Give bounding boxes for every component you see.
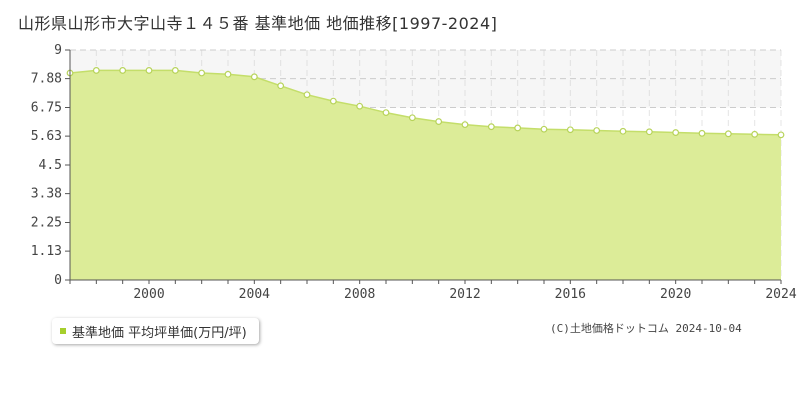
legend[interactable]: 基準地価 平均坪単価(万円/坪) [52, 318, 259, 344]
data-point [224, 70, 232, 78]
chart-title: 山形県山形市大字山寺１４５番 基準地価 地価推移[1997-2024] [18, 14, 498, 33]
data-point [777, 131, 785, 139]
x-tick-label: 2008 [344, 287, 375, 300]
data-point [461, 121, 469, 129]
data-point [277, 82, 285, 90]
x-tick-label: 2016 [555, 287, 586, 300]
data-point [540, 125, 548, 133]
series-area [70, 70, 781, 281]
data-point [751, 130, 759, 138]
x-tick-label: 2024 [765, 287, 796, 300]
data-point [250, 73, 258, 81]
data-point [645, 128, 653, 136]
data-point [408, 114, 416, 122]
data-point [303, 91, 311, 99]
y-tick-label: 1.13 [31, 244, 62, 259]
credit-text: (C)土地価格ドットコム 2024-10-04 [550, 322, 742, 335]
y-tick-label: 4.5 [39, 158, 62, 173]
chart-plot: 0 1.13 2.25 3.38 4.5 5.63 6.75 7.88 9 2000 2004 200… [31, 43, 797, 300]
y-tick-label: 6.75 [31, 101, 62, 116]
x-tick-label: 2004 [239, 287, 270, 300]
data-point [698, 129, 706, 137]
x-tick-label: 2012 [449, 287, 480, 300]
data-point [435, 118, 443, 125]
legend-label: 基準地価 平均坪単価(万円/坪) [72, 325, 247, 341]
data-point [672, 129, 680, 136]
data-point [92, 67, 100, 74]
data-point [619, 127, 627, 135]
y-tick-label: 9 [54, 43, 62, 58]
x-tick-label: 2000 [133, 287, 164, 300]
y-tick-label: 2.25 [31, 216, 62, 231]
data-point [724, 130, 732, 138]
data-point [119, 67, 127, 74]
y-tick-label: 0 [54, 273, 62, 288]
legend-swatch [60, 328, 66, 334]
y-tick-label: 3.38 [31, 187, 62, 202]
data-point [145, 67, 153, 74]
x-tick-label: 2020 [660, 287, 691, 300]
data-point [356, 102, 364, 110]
data-point [566, 126, 574, 134]
data-point [382, 109, 390, 117]
data-point [514, 124, 522, 132]
data-point [487, 123, 495, 131]
y-tick-label: 5.63 [31, 129, 62, 144]
data-point [593, 127, 601, 134]
data-point [329, 97, 337, 105]
series-line [69, 69, 782, 136]
data-point [198, 69, 206, 77]
data-point [171, 67, 179, 74]
y-tick-label: 7.88 [31, 72, 62, 87]
